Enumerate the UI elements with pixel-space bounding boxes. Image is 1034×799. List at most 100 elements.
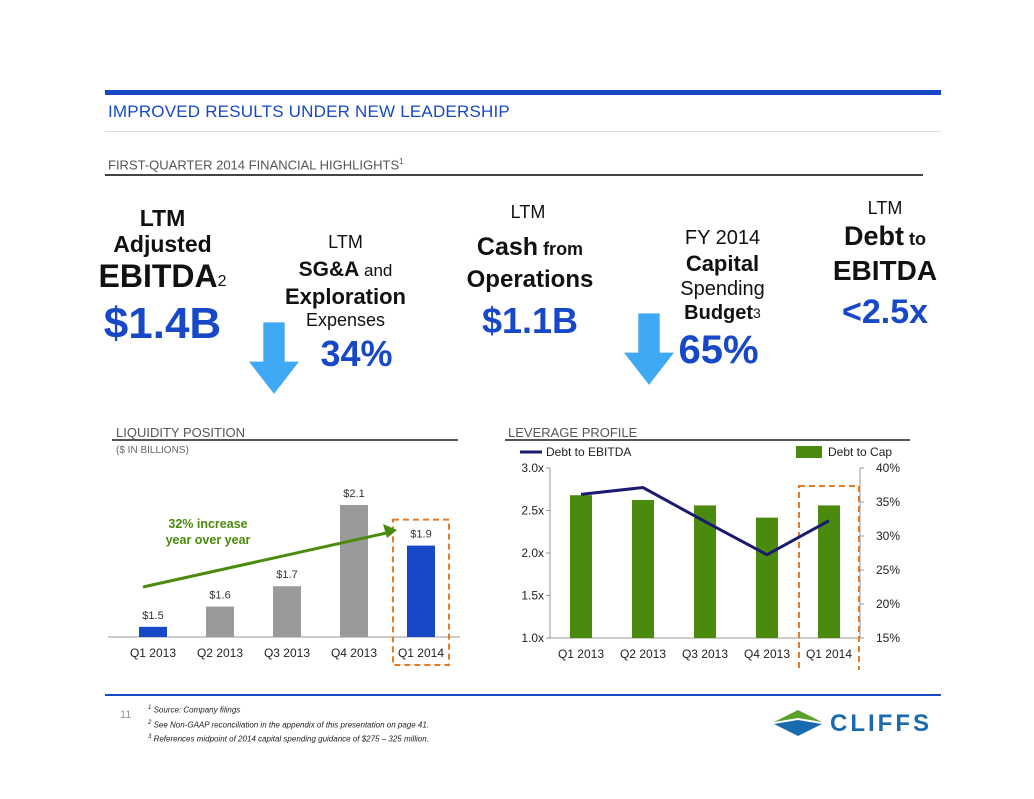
liquidity-x-tick: Q1 2014 xyxy=(398,646,444,660)
liquidity-bar-label: $1.6 xyxy=(209,590,230,602)
sga-value: 34% xyxy=(320,333,393,374)
capex-footnote-ref: 3 xyxy=(753,305,761,321)
liquidity-bar-label: $1.9 xyxy=(410,529,431,541)
liquidity-x-tick: Q2 2013 xyxy=(197,646,243,660)
footnote-3-ref: 3 xyxy=(148,734,152,741)
right-axis-tick: 35% xyxy=(876,495,900,509)
cliffs-logo: CLIFFS xyxy=(772,708,942,738)
liquidity-bar-label: $1.5 xyxy=(142,610,163,622)
growth-arrowhead-icon xyxy=(383,524,397,538)
sga-label-2b: and xyxy=(359,261,393,280)
debt-to-cap-bar xyxy=(818,505,840,638)
leverage-x-tick: Q4 2013 xyxy=(744,647,790,661)
highlight-capex: FY 2014 Capital Spending Budget3 65% xyxy=(655,225,790,375)
debt-label-2b: to xyxy=(904,229,926,249)
legend-bar-label: Debt to Cap xyxy=(828,445,892,459)
liquidity-x-tick: Q4 2013 xyxy=(331,646,377,660)
cash-label-2a: Cash xyxy=(476,233,539,261)
leverage-chart: 1.0x 1.5x 2.0x 2.5x 3.0x 15% 20% 25% 30% 35% 40% Q1… xyxy=(520,445,900,670)
capex-label-4-text: Budget xyxy=(684,302,754,324)
debt-to-ebitda-line xyxy=(580,486,830,557)
ebitda-label-3-text: EBITDA xyxy=(98,258,218,294)
leverage-x-tick: Q1 2013 xyxy=(558,647,604,661)
section-subtitle: FIRST-QUARTER 2014 FINANCIAL HIGHLIGHTS1 xyxy=(108,157,404,172)
leverage-x-tick: Q3 2013 xyxy=(682,647,728,661)
liquidity-bar xyxy=(273,586,301,637)
footnote-2: 2 See Non-GAAP reconciliation in the app… xyxy=(148,717,708,732)
slide-title: IMPROVED RESULTS UNDER NEW LEADERSHIP xyxy=(108,102,510,121)
liquidity-highlight-box xyxy=(392,518,450,666)
liquidity-bar xyxy=(206,606,234,637)
leverage-highlight-box xyxy=(798,485,860,670)
footnote-1-text: Source: Company filings xyxy=(151,705,241,715)
sga-label-2a: SG&A xyxy=(298,258,360,281)
cliffs-logo-mark-icon xyxy=(774,710,822,736)
title-divider xyxy=(105,131,941,132)
sga-label-3: Exploration xyxy=(284,284,406,309)
capex-label-1: FY 2014 xyxy=(684,227,761,249)
growth-annotation-2: year over year xyxy=(166,533,251,547)
liquidity-bar xyxy=(340,505,368,637)
cash-label-3: Operations xyxy=(466,266,594,293)
capex-label-4: Budget3 xyxy=(655,301,790,325)
highlight-sga: LTM SG&A and Exploration Expenses 34% xyxy=(268,230,423,377)
footer-divider xyxy=(105,694,941,696)
liquidity-title: LIQUIDITY POSITION xyxy=(116,425,246,440)
liquidity-x-tick: Q1 2013 xyxy=(130,646,176,660)
footnote-1-ref: 1 xyxy=(148,705,152,711)
cash-label-1: LTM xyxy=(510,202,546,222)
sga-down-arrow-icon xyxy=(249,322,299,394)
capex-down-arrow-icon xyxy=(624,313,674,385)
footnote-3: 3 References midpoint of 2014 capital sp… xyxy=(148,731,708,746)
cash-label-2: Cash from xyxy=(455,230,605,266)
capex-value: 65% xyxy=(678,328,759,372)
right-axis-tick: 30% xyxy=(876,529,900,543)
sga-label-2: SG&A and xyxy=(268,256,423,285)
highlight-cash: LTM Cash from Operations $1.1B xyxy=(455,200,605,346)
subtitle-text: FIRST-QUARTER 2014 FINANCIAL HIGHLIGHTS xyxy=(108,157,400,173)
liquidity-bar xyxy=(139,626,167,637)
top-accent-bar xyxy=(105,90,941,95)
left-axis-tick: 1.0x xyxy=(521,631,544,645)
sga-label-4: Expenses xyxy=(305,310,386,330)
right-axis-tick: 20% xyxy=(876,597,900,611)
subtitle-footnote-ref: 1 xyxy=(399,157,404,166)
leverage-x-tick: Q1 2014 xyxy=(806,647,852,661)
ebitda-label-1: LTM xyxy=(139,205,186,231)
footnote-1: 1 Source: Company filings xyxy=(148,702,708,717)
ebitda-label-3: EBITDA2 xyxy=(90,258,235,294)
liquidity-bar-label: $2.1 xyxy=(343,488,364,500)
right-axis-tick: 15% xyxy=(876,631,900,645)
footnotes: 1 Source: Company filings 2 See Non-GAAP… xyxy=(148,702,708,746)
debt-label-2: Debt to xyxy=(815,221,955,255)
ebitda-footnote-ref: 2 xyxy=(217,273,227,290)
liquidity-units: ($ IN BILLIONS) xyxy=(116,445,189,456)
sga-label-1: LTM xyxy=(328,232,363,252)
debt-to-cap-bar xyxy=(632,499,654,638)
left-axis-tick: 3.0x xyxy=(521,461,544,475)
footnote-2-ref: 2 xyxy=(148,719,152,726)
leverage-title: LEVERAGE PROFILE xyxy=(508,425,638,440)
page-number: 11 xyxy=(120,709,132,721)
right-axis-tick: 40% xyxy=(876,461,900,475)
growth-annotation-1: 32% increase xyxy=(168,517,247,531)
liquidity-bar xyxy=(407,545,435,637)
capex-label-2: Capital xyxy=(685,251,760,276)
debt-label-3: EBITDA xyxy=(832,255,938,286)
debt-value: <2.5x xyxy=(841,293,929,331)
capex-label-3: Spending xyxy=(680,278,765,300)
highlight-ebitda: LTM Adjusted EBITDA2 $1.4B xyxy=(90,205,235,352)
liquidity-x-tick: Q3 2013 xyxy=(264,646,310,660)
liquidity-divider xyxy=(112,439,458,441)
left-axis-tick: 2.5x xyxy=(521,504,544,518)
right-axis-tick: 25% xyxy=(876,563,900,577)
highlight-debt: LTM Debt to EBITDA <2.5x xyxy=(815,195,955,337)
left-axis-tick: 2.0x xyxy=(521,546,544,560)
cliffs-logo-text: CLIFFS xyxy=(830,710,932,737)
ebitda-value: $1.4B xyxy=(103,299,222,348)
cash-label-2b: from xyxy=(538,239,584,259)
leverage-divider xyxy=(505,439,910,441)
debt-label-2a: Debt xyxy=(844,221,904,251)
growth-trend-arrow xyxy=(142,530,392,589)
legend-bar-swatch xyxy=(796,446,822,458)
